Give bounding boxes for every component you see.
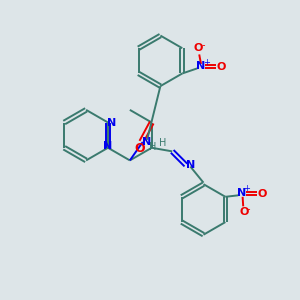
Text: N: N (103, 141, 112, 151)
Text: N: N (142, 137, 151, 147)
Text: N: N (196, 61, 206, 71)
Text: O: O (239, 207, 248, 217)
Text: N: N (186, 160, 195, 170)
Text: -: - (247, 204, 250, 214)
Text: O: O (217, 62, 226, 72)
Text: H: H (159, 138, 166, 148)
Text: N: N (107, 118, 116, 128)
Text: -: - (201, 40, 205, 50)
Text: O: O (257, 189, 267, 199)
Text: +: + (244, 184, 250, 193)
Text: O: O (134, 142, 145, 155)
Text: O: O (193, 44, 203, 53)
Text: H: H (149, 142, 157, 152)
Text: N: N (237, 188, 247, 198)
Text: +: + (203, 58, 210, 67)
